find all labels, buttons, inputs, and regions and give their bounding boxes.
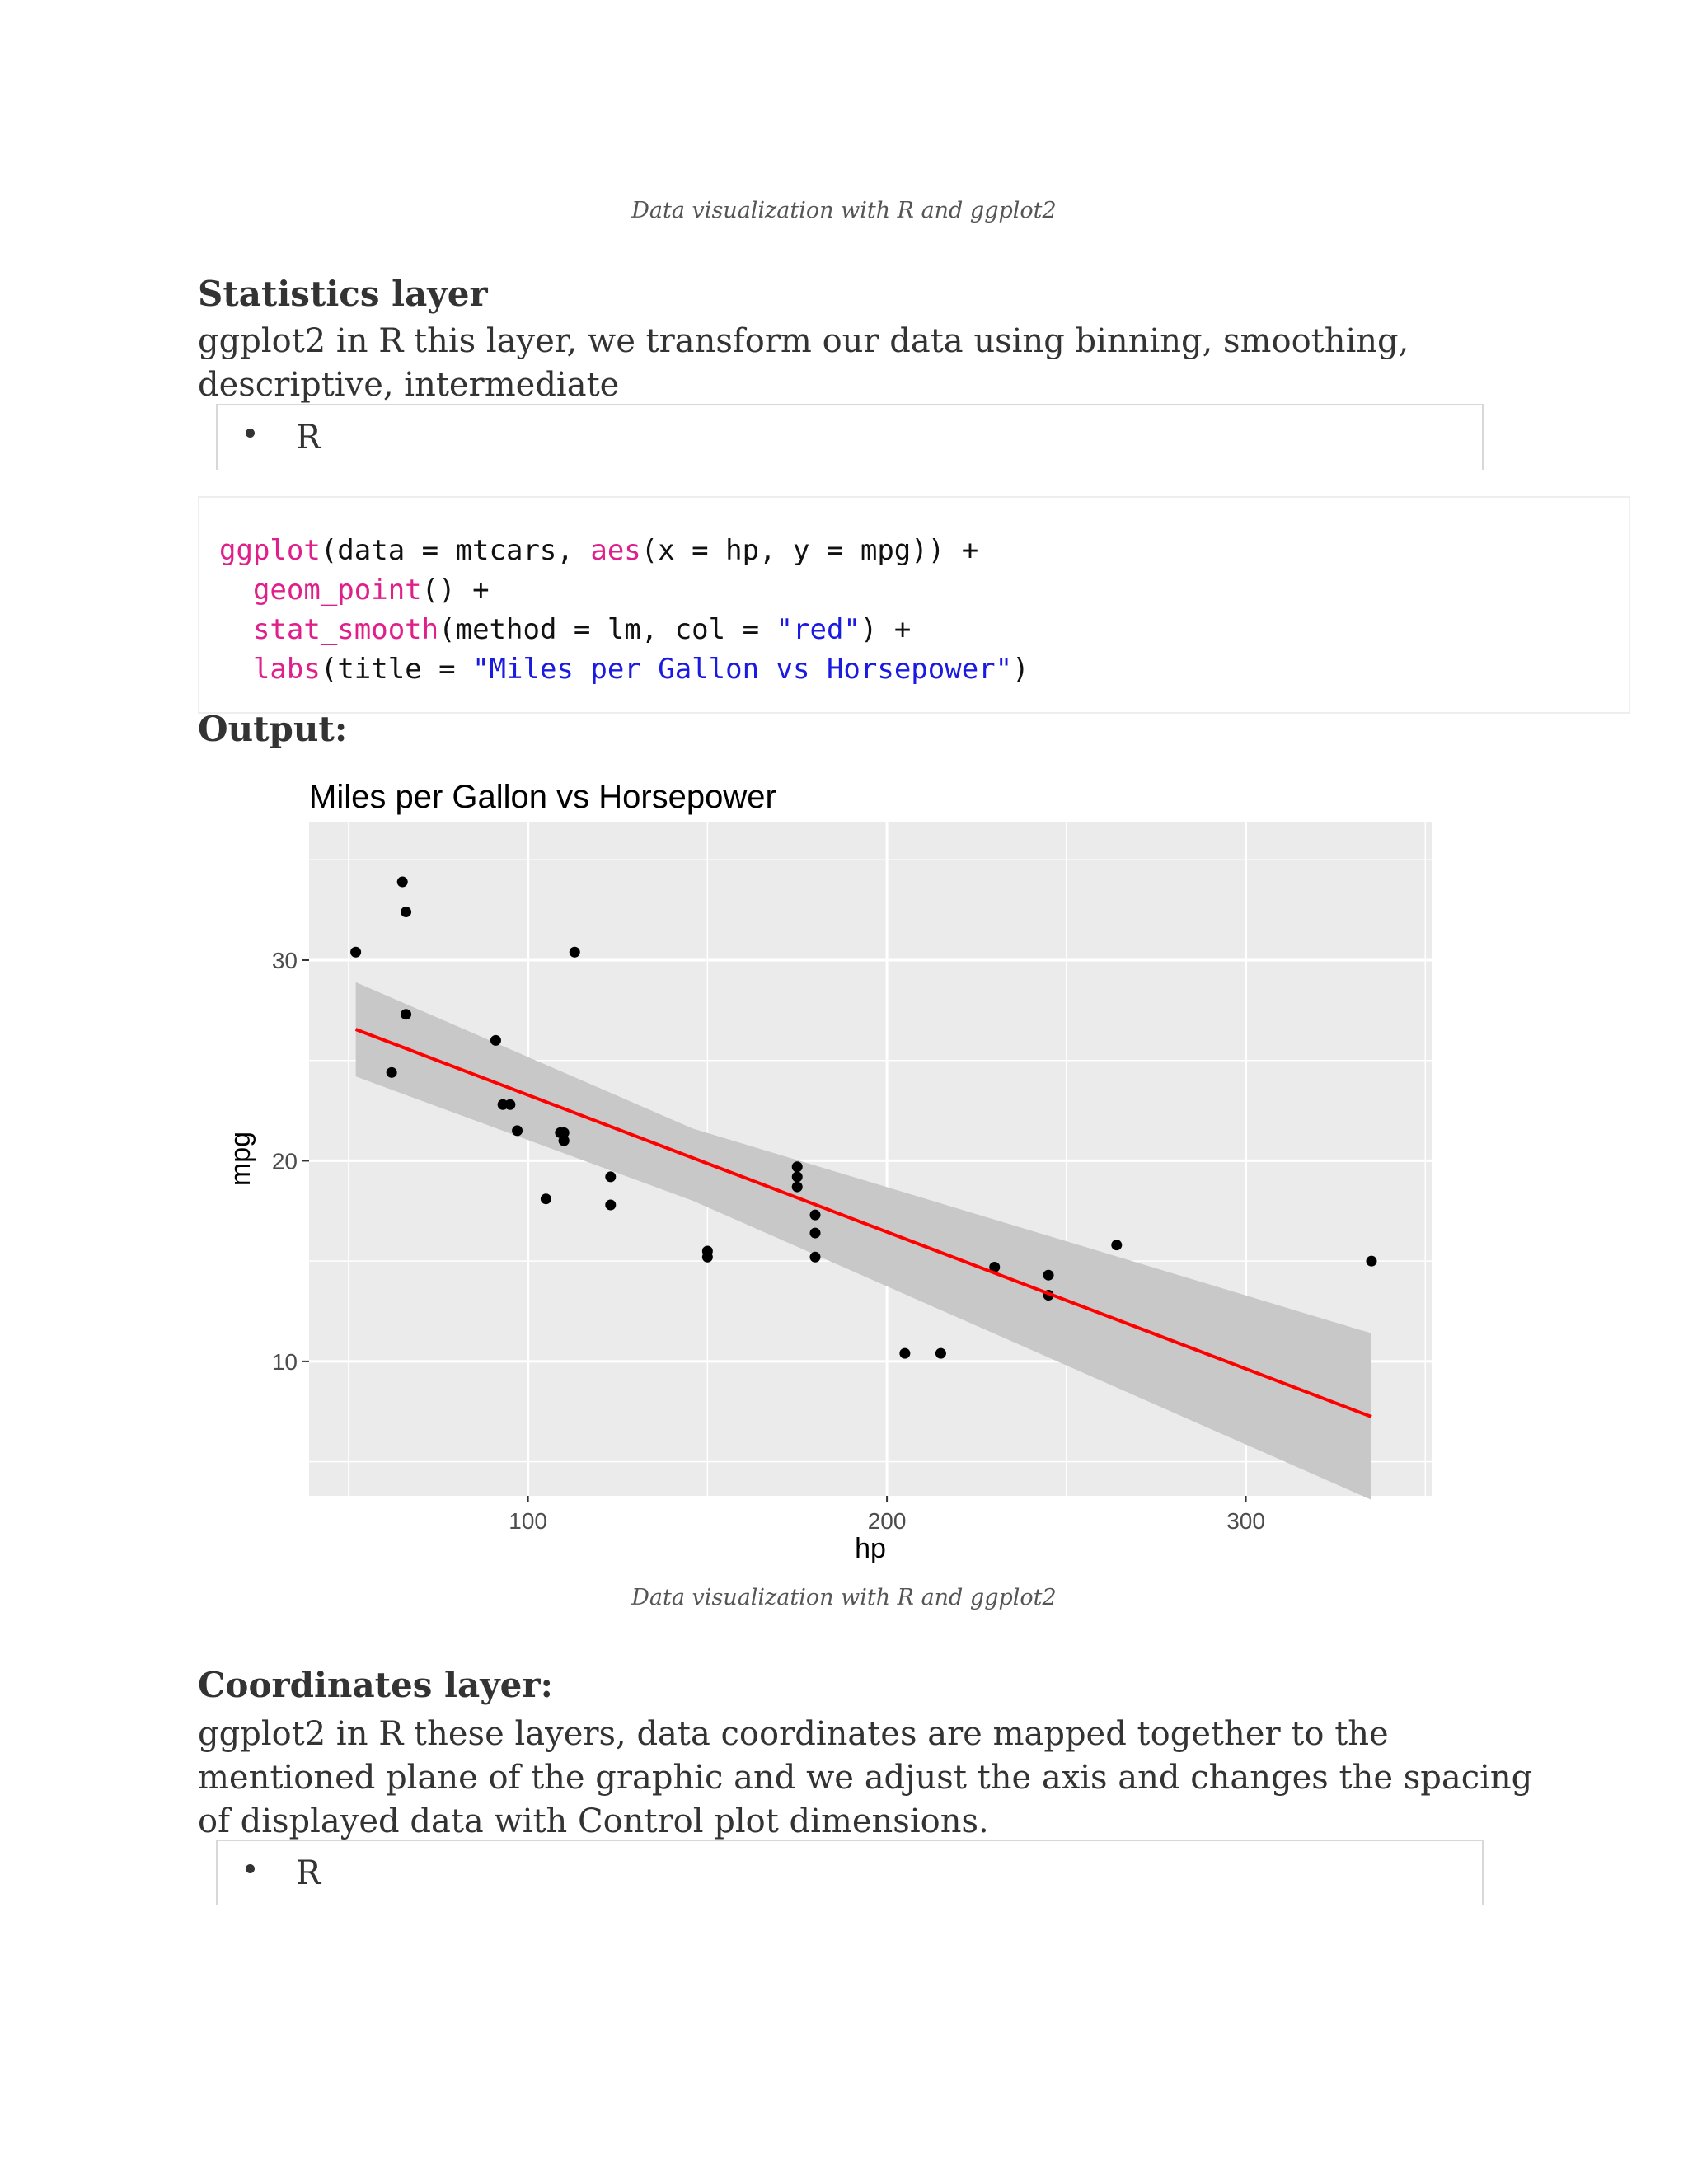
coordinates-layer-text: ggplot2 in R these layers, data coordina…: [198, 1715, 1533, 1840]
data-point: [1366, 1255, 1377, 1267]
data-point: [401, 1009, 412, 1020]
code-token: (method = lm, col =: [438, 613, 776, 646]
code-language-tab-2[interactable]: R: [216, 1840, 1484, 1905]
code-token: stat_smooth: [252, 613, 439, 646]
y-axis-label: mpg: [225, 1132, 256, 1186]
code-token: ): [1012, 653, 1029, 686]
output-heading: Output:: [198, 709, 348, 749]
data-point: [401, 907, 412, 918]
bullet-icon: [246, 429, 255, 438]
data-point: [396, 876, 408, 888]
data-point: [1043, 1269, 1054, 1281]
data-point: [989, 1261, 1001, 1272]
figure-caption: Data visualization with R and ggplot2: [631, 1585, 1057, 1610]
axis-ticks: 100 200 300 10 20 30: [272, 948, 1265, 1534]
code-language-tab[interactable]: R: [216, 404, 1484, 470]
code-token: labs: [252, 653, 321, 686]
data-point: [605, 1171, 617, 1183]
regression-line: [354, 1028, 1372, 1418]
data-point: [899, 1347, 911, 1359]
code-language-label: R: [296, 1854, 321, 1892]
statistics-layer-heading: Statistics layer: [198, 274, 488, 314]
data-point: [809, 1227, 821, 1239]
data-point: [1111, 1240, 1123, 1251]
x-tick-label: 200: [868, 1508, 907, 1534]
data-point: [935, 1347, 946, 1359]
data-point: [350, 946, 362, 958]
code-token: (data = mtcars,: [320, 534, 591, 567]
code-token: aes: [590, 534, 641, 567]
code-token: (title =: [320, 653, 473, 686]
data-point: [569, 946, 580, 958]
x-tick-label: 100: [509, 1508, 547, 1534]
code-token: (x = hp, y = mpg)) +: [640, 534, 979, 567]
data-point: [701, 1251, 713, 1263]
data-point: [504, 1099, 516, 1110]
data-point: [558, 1135, 570, 1146]
y-tick-label: 30: [272, 948, 298, 973]
data-point: [540, 1193, 551, 1205]
code-token: ggplot: [219, 534, 321, 567]
data-point: [558, 1127, 570, 1138]
scatter-chart: Miles per Gallon vs Horsepower 100 200 300…: [225, 779, 1432, 1564]
x-axis-label: hp: [855, 1533, 886, 1564]
y-tick-label: 20: [272, 1148, 298, 1174]
bullet-icon: [246, 1864, 255, 1873]
code-text: ggplot(data = mtcars, aes(x = hp, y = mp…: [219, 531, 1029, 689]
x-tick-label: 300: [1226, 1508, 1265, 1534]
y-tick-label: 10: [272, 1349, 298, 1375]
data-point: [605, 1199, 617, 1211]
data-point: [809, 1209, 821, 1221]
data-point: [490, 1034, 501, 1046]
code-token: geom_point: [252, 574, 422, 607]
coordinates-layer-heading: Coordinates layer:: [198, 1665, 553, 1705]
page-caption-top: Data visualization with R and ggplot2: [631, 198, 1057, 223]
data-point: [386, 1066, 397, 1078]
data-point: [809, 1251, 821, 1263]
code-token: ) +: [860, 613, 912, 646]
code-token: "Miles per Gallon vs Horsepower": [472, 653, 1013, 686]
code-language-label: R: [296, 419, 321, 457]
data-point: [791, 1181, 803, 1193]
confidence-band: [355, 982, 1372, 1500]
code-block: ggplot(data = mtcars, aes(x = hp, y = mp…: [198, 496, 1630, 714]
code-token: () +: [421, 574, 490, 607]
chart-title: Miles per Gallon vs Horsepower: [309, 779, 776, 815]
data-point: [791, 1171, 803, 1183]
statistics-layer-text: ggplot2 in R this layer, we transform ou…: [198, 322, 1409, 404]
data-point: [512, 1125, 523, 1137]
data-points: [350, 876, 1377, 1359]
code-token: "red": [776, 613, 860, 646]
data-point: [791, 1161, 803, 1173]
